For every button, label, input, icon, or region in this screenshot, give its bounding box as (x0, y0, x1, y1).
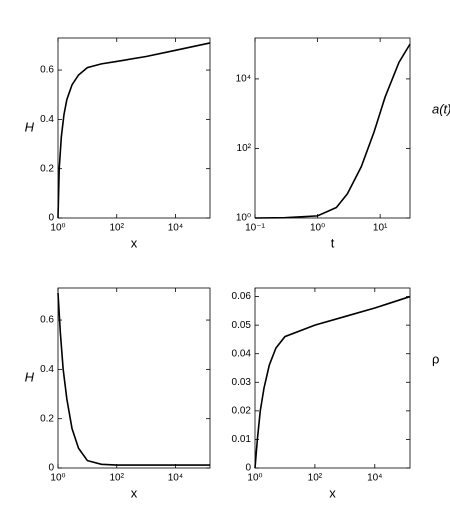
x-axis-label: t (331, 235, 335, 250)
y-tick-label: 0.4 (40, 114, 54, 125)
x-tick-label: 10² (308, 473, 323, 484)
y-tick-label: 0.01 (232, 434, 252, 445)
x-tick-label: 10⁰ (50, 223, 65, 234)
x-tick-label: 10⁰ (310, 223, 325, 234)
x-axis-label: x (131, 485, 138, 500)
x-tick-label: 10⁴ (168, 473, 183, 484)
x-tick-label: 10² (110, 473, 125, 484)
plot-frame (57, 287, 211, 469)
y-axis-label: H (25, 369, 35, 384)
y-axis-label: ρ (432, 351, 439, 366)
y-tick-label: 0.04 (232, 348, 252, 359)
y-tick-label: 0.02 (232, 405, 252, 416)
y-tick-label: 0.05 (232, 320, 252, 331)
x-tick-label: 10⁻¹ (245, 223, 265, 234)
y-tick-label: 0.06 (232, 291, 252, 302)
x-tick-label: 10⁴ (367, 473, 382, 484)
x-tick-label: 10⁴ (168, 223, 183, 234)
x-axis-label: x (131, 235, 138, 250)
data-line (254, 43, 411, 219)
y-tick-label: 0.4 (40, 364, 54, 375)
y-tick-label: 0.2 (40, 413, 54, 424)
y-tick-label: 0 (48, 463, 54, 474)
plot-frame (254, 37, 411, 219)
y-tick-label: 0.6 (40, 315, 54, 326)
x-tick-label: 10⁰ (247, 473, 262, 484)
y-tick-label: 0 (245, 463, 251, 474)
y-axis-label: H (25, 119, 35, 134)
y-tick-label: 0 (48, 213, 54, 224)
y-tick-label: 0.03 (232, 377, 252, 388)
y-tick-label: 0.6 (40, 65, 54, 76)
x-axis-label: x (329, 485, 336, 500)
x-tick-label: 10⁰ (50, 473, 65, 484)
x-tick-label: 10² (110, 223, 125, 234)
plot-frame (254, 287, 411, 469)
plot-frame (57, 37, 211, 219)
data-line (57, 292, 210, 466)
y-tick-label: 10² (237, 143, 252, 154)
y-tick-label: 10⁴ (236, 74, 251, 85)
data-line (254, 295, 411, 469)
data-line (57, 42, 211, 219)
y-tick-label: 10⁰ (236, 213, 251, 224)
x-tick-label: 10¹ (373, 223, 388, 234)
y-tick-label: 0.2 (40, 163, 54, 174)
y-axis-label: a(t) (432, 101, 450, 116)
